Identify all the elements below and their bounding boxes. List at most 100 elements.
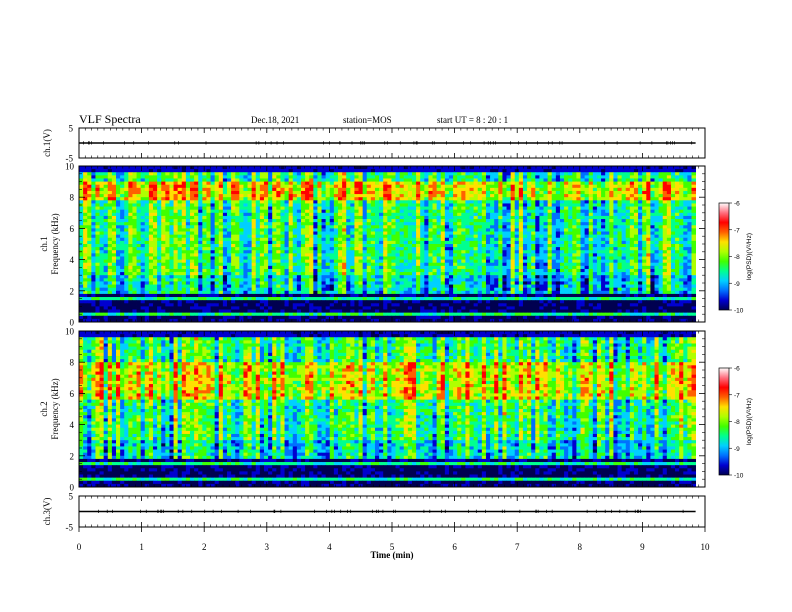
spectrogram-cell [140, 178, 146, 182]
spectrogram-cell [313, 187, 318, 192]
spectrogram-cell [679, 181, 684, 186]
spectrogram-cell [490, 206, 495, 211]
spectrogram-cell [333, 169, 339, 173]
spectrogram-cell [157, 262, 162, 267]
spectrogram-cell [555, 187, 561, 192]
spectrogram-cell [218, 212, 224, 217]
spectrogram-cell [226, 172, 232, 176]
spectrogram-cell [296, 259, 302, 264]
spectrogram-cell [580, 225, 586, 229]
spectrogram-cell [633, 194, 639, 198]
spectrogram-cell [272, 209, 277, 214]
spectrogram-cell [198, 212, 203, 217]
spectrogram-cell [185, 225, 191, 229]
spectrogram-cell [383, 225, 388, 229]
spectrogram-cell [432, 250, 438, 254]
spectrogram-cell [226, 222, 232, 226]
spectrogram-cell [638, 172, 643, 176]
spectrogram-cell [284, 187, 290, 192]
spectrogram-cell [416, 190, 421, 195]
spectrogram-cell [337, 187, 343, 192]
spectrogram-cell [416, 219, 421, 223]
spectrogram-cell [687, 215, 692, 220]
spectrogram-cell [687, 247, 692, 251]
spectrogram-cell [588, 166, 594, 170]
spectrogram-cell [87, 222, 92, 226]
spectrogram-cell [420, 250, 425, 254]
spectrogram-cell [342, 200, 347, 204]
spectrogram-cell [687, 253, 692, 257]
spectrogram-cell [243, 178, 248, 182]
spectrogram-cell [453, 234, 458, 239]
spectrogram-cell [629, 222, 635, 226]
spectrogram-cell [272, 178, 277, 182]
spectrogram-cell [321, 172, 327, 176]
spectrogram-cell [469, 240, 475, 245]
spectrogram-cell [284, 212, 290, 217]
spectrogram-cell [613, 187, 618, 192]
spectrogram-cell [136, 184, 142, 189]
spectrogram-cell [79, 247, 84, 251]
spectrogram-cell [399, 225, 405, 229]
spectrogram-cell [568, 194, 573, 198]
spectrogram-cell [231, 206, 236, 211]
spectrogram-cell [555, 175, 561, 179]
spectrogram-cell [321, 178, 327, 182]
spectrogram-cell [477, 247, 483, 251]
spectrogram-cell [157, 222, 162, 226]
spectrogram-cell [210, 250, 216, 254]
spectrogram-cell [366, 234, 372, 239]
spectrogram-cell [514, 234, 520, 239]
spectrogram-cell [128, 256, 133, 260]
spectrogram-cell [325, 181, 331, 186]
spectrogram-cell [424, 240, 429, 245]
spectrogram-cell [185, 259, 191, 264]
spectrogram-cell [522, 244, 528, 248]
spectrogram-cell [366, 222, 372, 226]
spectrogram-cell [572, 253, 577, 257]
spectrogram-cell [116, 172, 121, 176]
spectrogram-cell [321, 250, 327, 254]
spectrogram-cell [157, 178, 162, 182]
spectrogram-cell [107, 222, 113, 226]
spectrogram-cell [391, 175, 396, 179]
spectrogram-cell [189, 234, 195, 239]
spectrogram-cell [95, 256, 100, 260]
spectrogram-cell [309, 262, 314, 267]
spectrogram-cell [596, 225, 602, 229]
spectrogram-cell [469, 212, 475, 217]
spectrogram-cell [555, 240, 561, 245]
spectrogram-cell [522, 197, 528, 201]
spectrogram-cell [185, 184, 191, 189]
spectrogram-cell [95, 222, 100, 226]
spectrogram-cell [399, 253, 405, 257]
spectrogram-cell [514, 228, 520, 232]
spectrogram-cell [658, 222, 664, 226]
spectrogram-cell [440, 256, 446, 260]
spectrogram-cell [440, 222, 446, 226]
spectrogram-cell [231, 187, 236, 192]
spectrogram-cell [337, 222, 343, 226]
spectrogram-cell [329, 259, 335, 264]
spectrogram-cell [625, 175, 631, 179]
spectrogram-cell [440, 240, 446, 245]
spectrogram-cell [116, 237, 121, 242]
spectrogram-cell [613, 203, 618, 207]
spectrogram-cell [658, 190, 664, 195]
spectrogram-cell [687, 222, 692, 226]
spectrogram-cell [300, 247, 306, 251]
spectrogram-cell [407, 237, 413, 242]
spectrogram-cell [333, 240, 339, 245]
spectrogram-cell [539, 237, 544, 242]
spectrogram-cell [268, 212, 273, 217]
spectrogram-cell [502, 209, 507, 214]
spectrogram-cell [140, 234, 146, 239]
spectrogram-cell [527, 234, 532, 239]
spectrogram-cell [226, 178, 232, 182]
spectrogram-cell [621, 194, 627, 198]
spectrogram-cell [354, 262, 359, 267]
spectrogram-cell [189, 194, 195, 198]
spectrogram-cell [658, 169, 664, 173]
spectrogram-cell [666, 244, 672, 248]
spectrogram-cell [621, 231, 627, 236]
